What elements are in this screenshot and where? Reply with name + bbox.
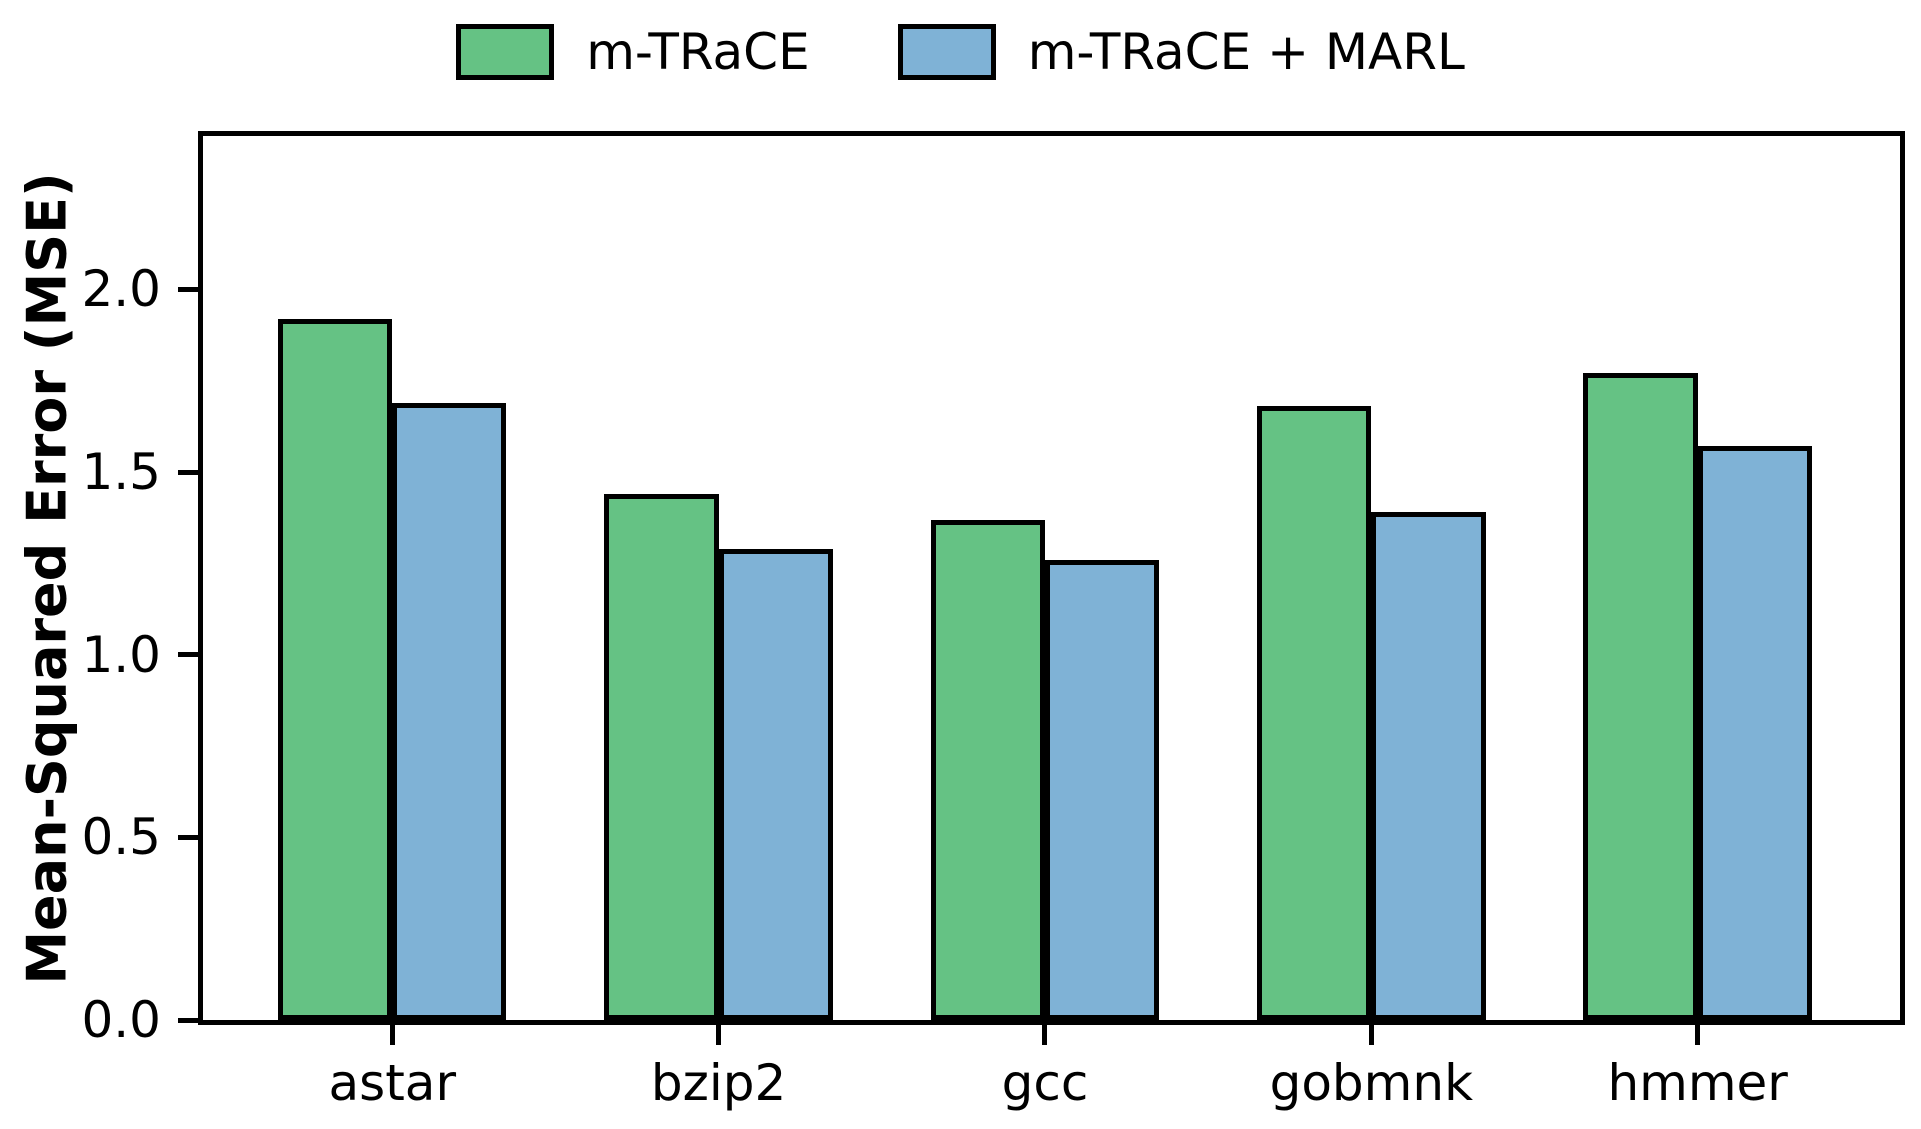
y-tick-label: 0.0 [81,991,161,1049]
y-tick-mark [178,652,198,658]
bar-bzip2-mtrace-marl [718,548,833,1020]
x-tick-mark [389,1025,395,1045]
y-tick-label: 2.0 [81,260,161,319]
x-tick-mark [1042,1025,1048,1045]
y-tick-mark [178,286,198,292]
bar-astar-mtrace [278,318,393,1020]
plot-area: 0.0 0.5 1.0 1.5 2.0 astar bzip2 gcc gobmnk hmmer [81,131,1905,1108]
y-tick-label: 1.0 [81,625,161,684]
x-tick-label-gobmnk: gobmnk [1269,1054,1474,1112]
bar-gobmnk-mtrace [1257,406,1372,1020]
x-tick-mark [1695,1025,1701,1045]
x-tick-mark [1368,1025,1374,1045]
bar-hmmer-mtrace-marl [1697,446,1812,1020]
legend-label-mtrace: m-TRaCE [586,23,810,81]
y-tick-mark [178,1017,198,1023]
x-tick-mark [716,1025,722,1045]
x-tick-label-hmmer: hmmer [1607,1054,1788,1112]
legend-label-mtrace-marl: m-TRaCE + MARL [1027,23,1465,81]
legend-item-mtrace-marl: m-TRaCE + MARL [897,23,1465,81]
y-tick-label: 0.5 [81,808,161,867]
y-tick-label: 1.5 [81,443,161,502]
y-tick-mark [178,469,198,475]
bar-gobmnk-mtrace-marl [1371,512,1486,1020]
legend-swatch-mtrace-marl [897,24,996,80]
x-tick-label-gcc: gcc [1001,1054,1089,1112]
bar-astar-mtrace-marl [392,402,507,1020]
x-tick-label-astar: astar [328,1054,457,1112]
bar-hmmer-mtrace [1583,373,1698,1020]
y-tick-mark [178,834,198,840]
bar-gcc-mtrace-marl [1044,559,1160,1020]
legend-item-mtrace: m-TRaCE [456,24,810,80]
legend-swatch-mtrace [456,24,555,80]
bar-gcc-mtrace [930,519,1045,1020]
y-axis-label-wrap: Mean-Squared Error (MSE) [8,131,86,1025]
legend: m-TRaCE m-TRaCE + MARL [0,24,1921,80]
y-axis-label: Mean-Squared Error (MSE) [15,171,79,985]
bar-bzip2-mtrace [604,493,719,1020]
x-tick-label-bzip2: bzip2 [650,1054,787,1112]
